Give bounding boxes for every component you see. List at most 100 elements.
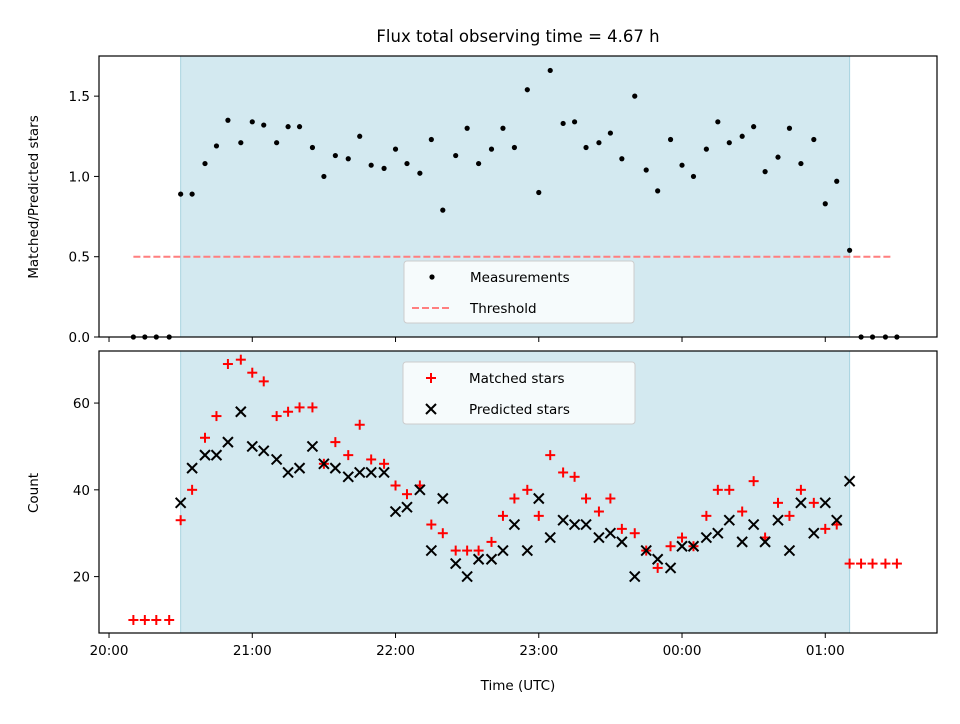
legend-box [403, 260, 635, 324]
x-b [258, 445, 270, 457]
x-b [401, 501, 413, 513]
x-tick-label: 20:00 [90, 643, 129, 659]
measurement-point [751, 124, 757, 130]
x-b [604, 527, 617, 539]
measurement-point [655, 188, 661, 194]
matched-star-point [175, 515, 186, 526]
measurement-point [536, 189, 542, 196]
measurement-point [762, 169, 768, 175]
x-b [629, 570, 641, 583]
predicted-star-point [472, 553, 485, 565]
measurement-point [381, 165, 387, 171]
predicted-star-point [174, 497, 187, 509]
matched-star-point [509, 493, 520, 504]
legend: Matched stars Predicted stars [402, 361, 636, 425]
matched-star-point [605, 493, 616, 504]
matched-star-point [820, 523, 831, 534]
measurement-point [238, 140, 244, 146]
measurement-point [690, 173, 697, 180]
matched-star-point [593, 506, 604, 517]
x-b [819, 497, 831, 509]
matched-star-point [844, 558, 855, 569]
x-b [508, 518, 521, 531]
matched-star-point [724, 484, 735, 495]
x-b [389, 505, 402, 518]
x-b [246, 440, 258, 453]
predicted-star-point [795, 497, 807, 509]
matched-star-point [247, 367, 258, 378]
x-b [342, 471, 354, 483]
predicted-star-point [843, 475, 856, 487]
x-b [795, 497, 807, 509]
matched-star-point [701, 510, 712, 521]
x-tick-label: 21:00 [233, 643, 272, 659]
y-tick-label: 20 [73, 570, 90, 586]
measurement-point [309, 144, 316, 151]
measurement-point [189, 191, 195, 197]
x-tick-label: 00:00 [663, 643, 702, 659]
legend-label: Matched stars [469, 371, 565, 387]
measurement-point [786, 125, 793, 131]
x-b [664, 562, 677, 574]
legend-dot-icon [429, 274, 435, 280]
matched-star-point [401, 489, 412, 500]
predicted-star-point [629, 570, 641, 583]
x-b [593, 531, 605, 544]
measurement-point [560, 120, 566, 127]
measurement-point [404, 160, 410, 167]
matched-star-point [795, 484, 806, 495]
x-b [270, 453, 283, 466]
predicted-star-point [210, 449, 223, 461]
matched-star-point [808, 497, 819, 508]
measurement-point [249, 119, 255, 125]
predicted-star-point [508, 518, 521, 531]
predicted-star-point [270, 453, 283, 466]
x-b [616, 536, 628, 548]
matched-star-point [677, 532, 688, 543]
chart-title: Flux total observing time = 4.67 h [376, 27, 659, 46]
matched-star-point [187, 484, 198, 495]
measurement-point [392, 146, 399, 152]
matched-star-point [283, 406, 294, 417]
measurement-point [488, 146, 495, 152]
x-b [687, 540, 700, 552]
x-b [772, 514, 784, 526]
measurement-point [834, 178, 840, 184]
x-b [580, 518, 592, 531]
measurement-point [715, 119, 721, 125]
predicted-star-point [819, 497, 831, 509]
top-panel: 0.0 0.5 1.0 1.5 Measurements Threshold [69, 55, 938, 346]
matched-star-point [880, 558, 891, 569]
measurement-point [345, 156, 351, 162]
measurement-point [500, 125, 506, 131]
matched-star-point [616, 523, 627, 534]
predicted-star-point [199, 449, 211, 461]
predicted-star-point [616, 536, 628, 548]
matched-star-point [891, 558, 902, 569]
predicted-star-point [772, 514, 784, 526]
measurement-point [321, 173, 327, 180]
predicted-star-point [736, 536, 748, 548]
legend-label: Predicted stars [469, 402, 570, 418]
measurement-point [596, 140, 602, 146]
x-b [472, 553, 485, 565]
x-b [485, 553, 498, 565]
measurement-point [274, 140, 280, 146]
measurement-point [811, 136, 817, 143]
x-b [222, 436, 234, 448]
measurement-point [261, 122, 267, 128]
matched-star-point [151, 614, 162, 625]
matched-star-point [581, 493, 592, 504]
predicted-star-point [222, 436, 234, 448]
predicted-star-point [485, 553, 498, 565]
predicted-star-point [365, 466, 377, 479]
measurement-point [178, 191, 184, 197]
matched-star-point [426, 519, 437, 530]
matched-star-point [486, 536, 497, 547]
legend-label: Threshold [469, 301, 537, 317]
measurement-point [296, 124, 303, 130]
x-b [533, 492, 545, 505]
predicted-star-point [651, 553, 664, 565]
